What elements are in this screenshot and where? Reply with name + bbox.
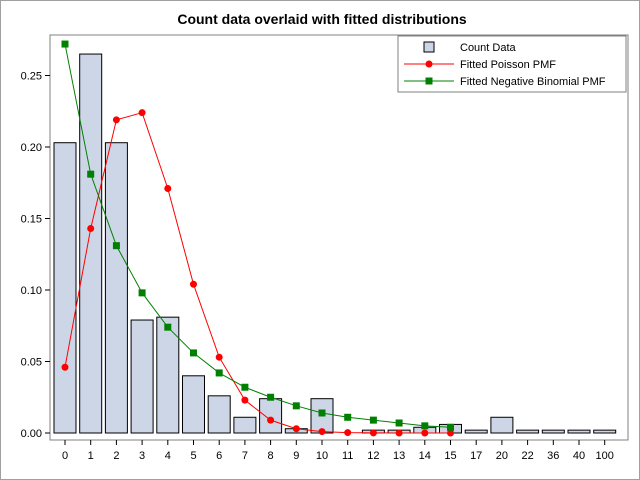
bar <box>53 142 77 434</box>
point-marker <box>138 289 146 297</box>
point-marker <box>241 383 249 391</box>
bar-series <box>53 53 617 434</box>
legend: Count Data Fitted Poisson PMF Fitted Negat… <box>397 35 627 93</box>
x-tick-label: 12 <box>367 450 379 462</box>
series-line <box>64 43 451 428</box>
x-tick-label: 100 <box>596 450 614 462</box>
point-marker <box>267 416 275 424</box>
y-tick-label: 0.25 <box>21 71 42 83</box>
x-tick-label: 0 <box>62 450 68 462</box>
legend-label: Count Data <box>460 42 517 54</box>
x-tick-label: 9 <box>293 450 299 462</box>
plot-area <box>49 34 629 441</box>
bar <box>541 429 565 434</box>
bar <box>490 416 514 434</box>
bar <box>207 395 231 434</box>
x-tick-label: 36 <box>547 450 559 462</box>
point-marker <box>421 429 429 437</box>
y-tick-label: 0.10 <box>21 285 42 297</box>
point-marker <box>112 116 120 124</box>
point-marker <box>292 402 300 410</box>
x-tick-label: 8 <box>268 450 274 462</box>
point-marker <box>215 353 223 361</box>
x-tick-label: 17 <box>470 450 482 462</box>
bar <box>567 429 591 434</box>
bar <box>79 53 103 434</box>
bar <box>464 429 488 434</box>
point-marker <box>369 429 377 437</box>
point-marker <box>138 109 146 117</box>
point-marker <box>344 429 352 437</box>
bar <box>104 142 128 434</box>
x-tick-label: 22 <box>521 450 533 462</box>
point-marker <box>369 416 377 424</box>
x-tick-label: 4 <box>165 450 171 462</box>
legend-swatch <box>423 41 435 53</box>
x-tick-label: 13 <box>393 450 405 462</box>
x-tick-label: 5 <box>190 450 196 462</box>
bar <box>233 416 257 434</box>
point-marker <box>61 40 69 48</box>
point-marker <box>344 413 352 421</box>
x-tick-label: 1 <box>88 450 94 462</box>
point-marker <box>421 422 429 430</box>
point-marker <box>190 280 197 288</box>
bar <box>516 429 540 434</box>
point-marker <box>447 429 454 437</box>
x-tick-label: 15 <box>444 450 456 462</box>
x-tick-label: 20 <box>496 450 508 462</box>
y-tick-label: 0.15 <box>21 214 42 226</box>
chart-title: Count data overlaid with fitted distribu… <box>177 11 467 27</box>
x-tick-label: 6 <box>216 450 222 462</box>
x-tick-label: 7 <box>242 450 248 462</box>
bar <box>182 375 205 434</box>
point-marker <box>61 363 69 371</box>
y-tick-label: 0.00 <box>21 428 42 440</box>
y-axis: 0.00 0.05 0.10 0.15 0.20 0.25 <box>21 71 50 440</box>
bar <box>259 398 283 434</box>
series-line <box>64 112 451 434</box>
point-marker <box>241 396 249 404</box>
line-series <box>61 40 454 437</box>
point-marker <box>318 409 326 417</box>
point-marker <box>112 242 120 250</box>
point-marker <box>447 423 454 431</box>
point-marker <box>164 184 172 192</box>
point-marker <box>292 425 300 433</box>
y-tick-label: 0.05 <box>21 357 42 369</box>
point-marker <box>164 323 172 331</box>
bar <box>593 429 617 434</box>
bar <box>130 319 154 434</box>
x-tick-label: 11 <box>342 450 353 462</box>
point-marker <box>87 225 95 233</box>
x-tick-label: 10 <box>316 450 328 462</box>
x-tick-label: 3 <box>139 450 145 462</box>
point-marker <box>87 170 95 178</box>
x-tick-label: 40 <box>573 450 585 462</box>
legend-marker <box>425 77 433 85</box>
point-marker <box>190 349 197 357</box>
legend-label: Fitted Poisson PMF <box>460 59 556 71</box>
y-tick-label: 0.20 <box>21 142 42 154</box>
x-tick-label: 14 <box>419 450 431 462</box>
legend-marker <box>425 60 433 68</box>
x-axis: 0 1 2 3 4 5 6 7 8 9 10 11 12 13 14 15 17 20 22 36 40 100 <box>62 440 614 462</box>
point-marker <box>267 393 275 401</box>
point-marker <box>395 429 403 437</box>
point-marker <box>215 369 223 377</box>
point-marker <box>318 428 326 436</box>
x-tick-label: 2 <box>113 450 119 462</box>
legend-label: Fitted Negative Binomial PMF <box>460 76 606 88</box>
point-marker <box>395 419 403 427</box>
bar <box>156 316 180 434</box>
